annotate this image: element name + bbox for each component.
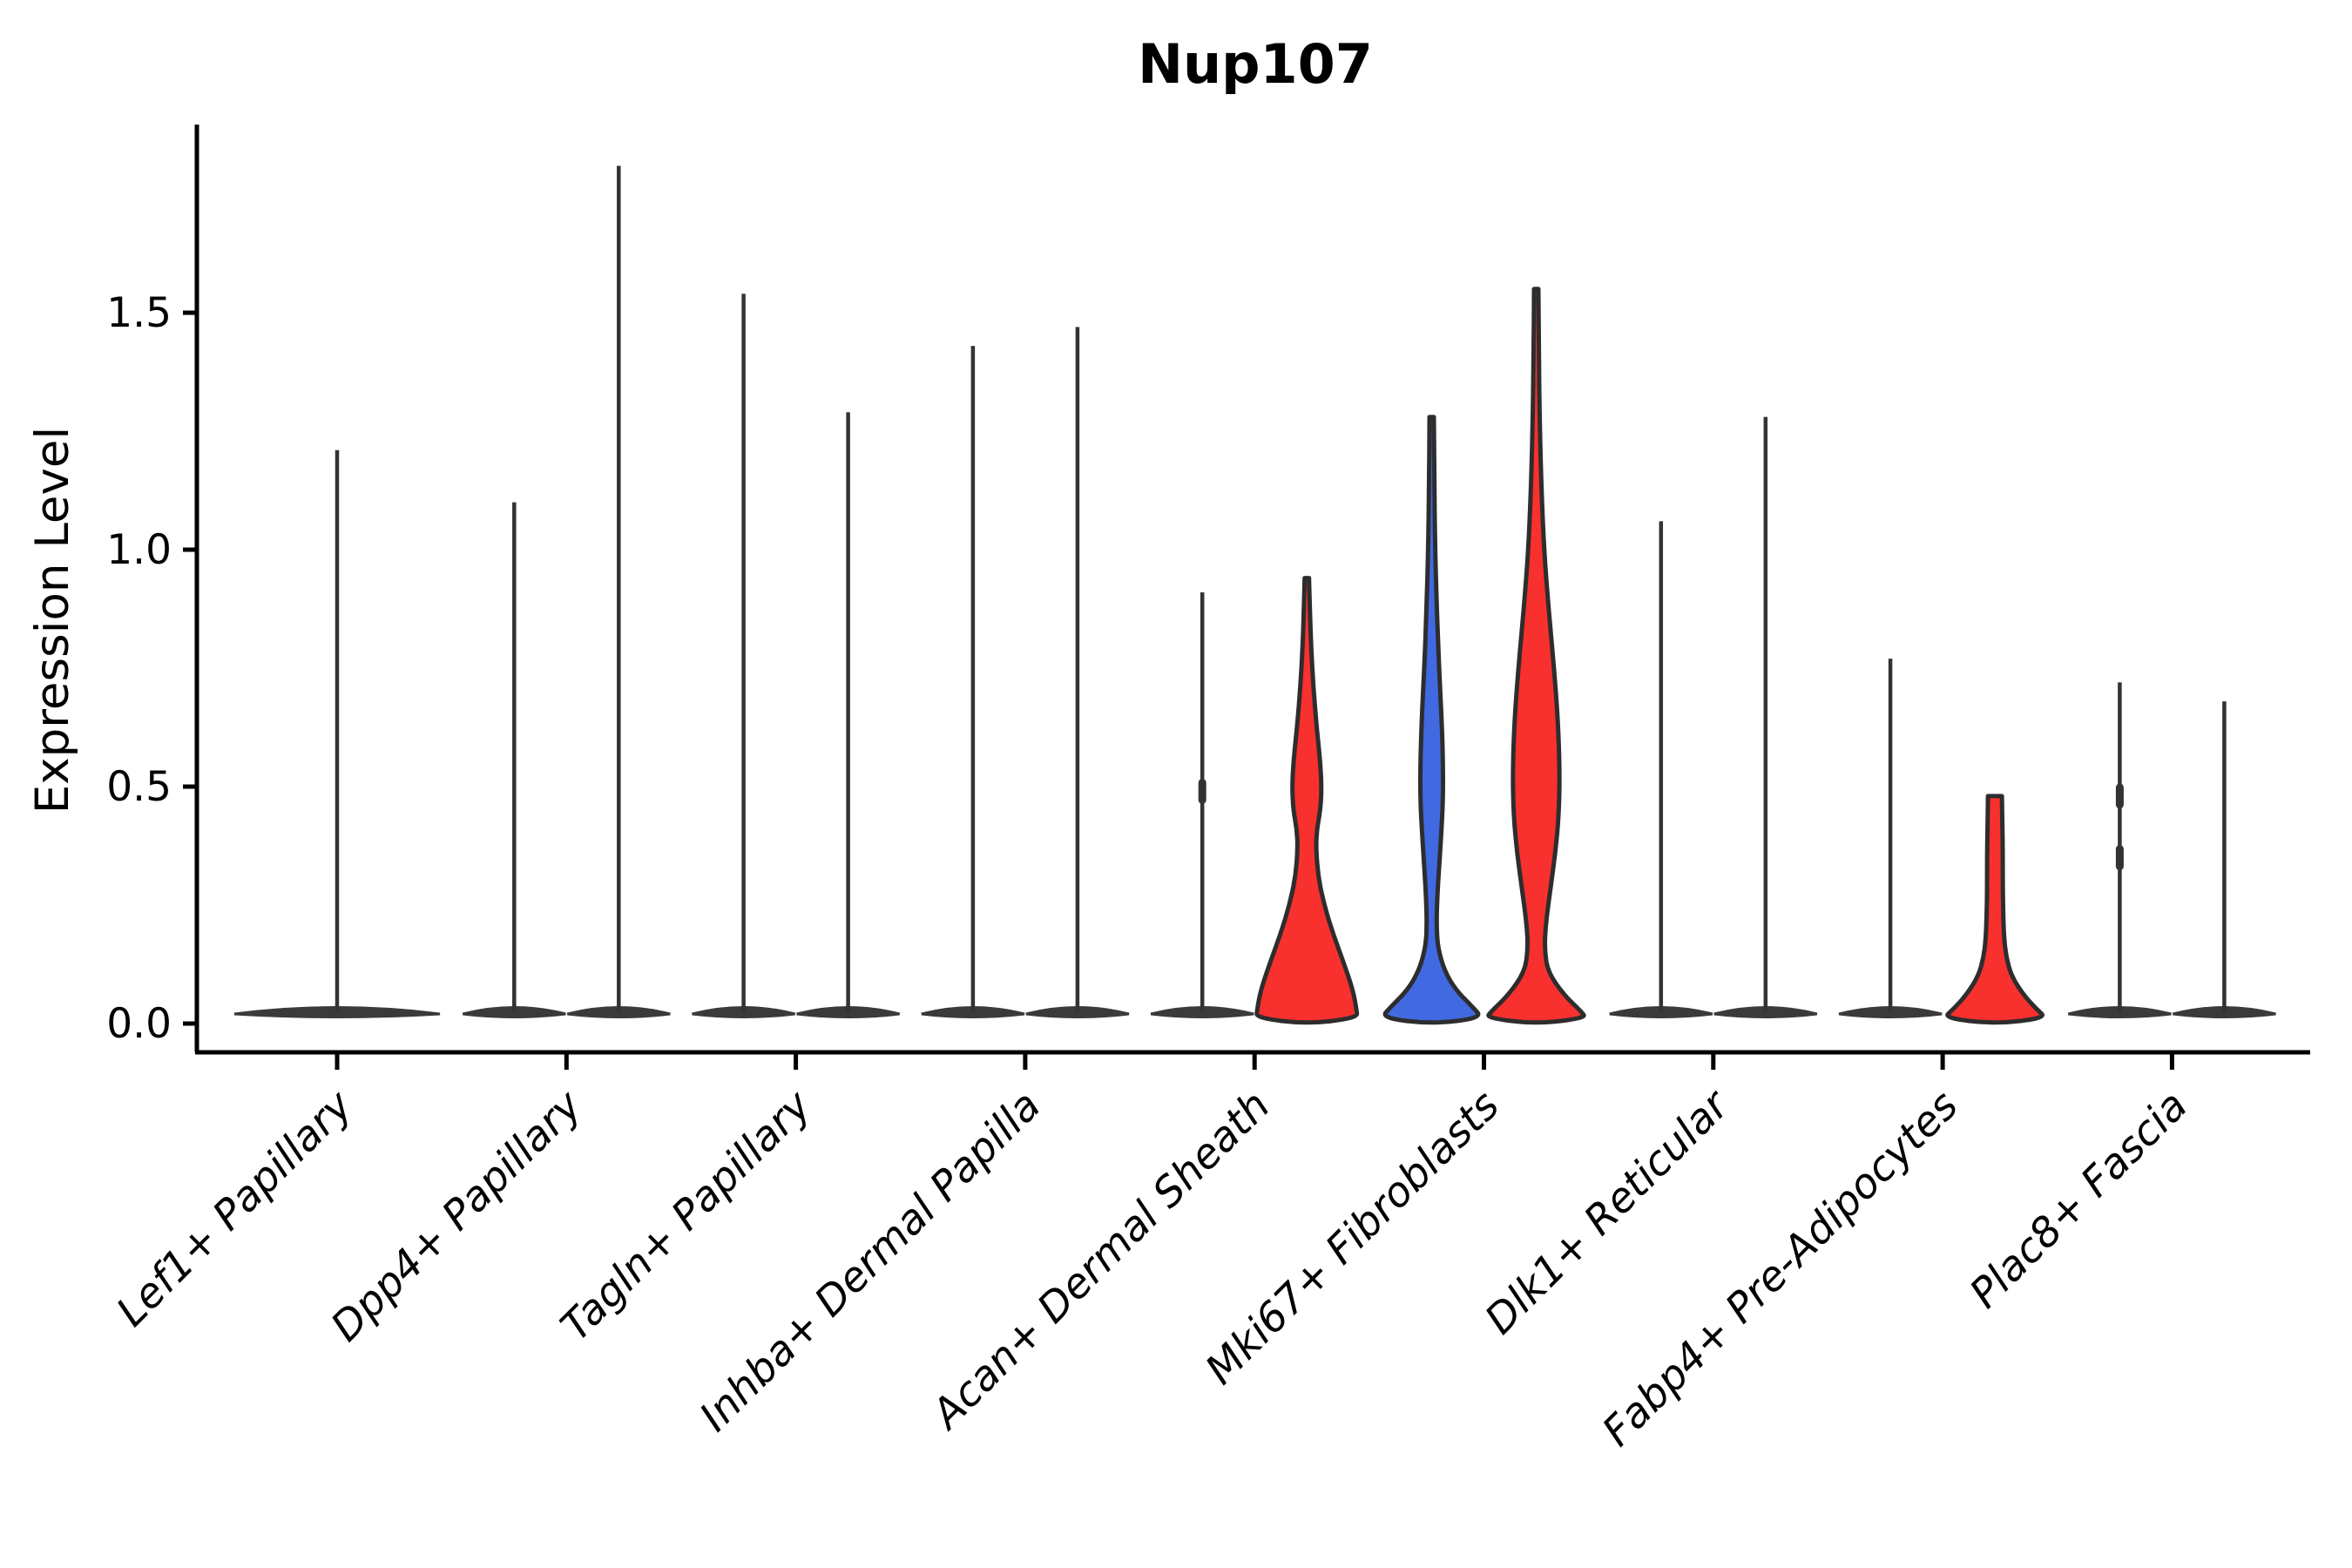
violin-base bbox=[1838, 1006, 1943, 1018]
violin-layer bbox=[233, 166, 2276, 1025]
x-tick-label: Tagln+ Papillary bbox=[551, 1081, 821, 1351]
violin-body bbox=[1254, 576, 1360, 1025]
violin-base bbox=[1150, 1006, 1254, 1018]
violin-base bbox=[2068, 1006, 2172, 1018]
violin-base bbox=[2173, 1006, 2276, 1018]
violin-base bbox=[1025, 1006, 1130, 1018]
violin-body bbox=[1382, 415, 1481, 1025]
axes: 0.0 0.5 1.0 1.5 bbox=[106, 125, 2310, 1070]
violin-base bbox=[921, 1006, 1025, 1018]
y-tick-label: 0.0 bbox=[106, 1000, 172, 1048]
violin-base bbox=[796, 1006, 900, 1018]
y-tick-label: 1.0 bbox=[106, 526, 172, 574]
violin-base bbox=[462, 1006, 566, 1018]
violin-body bbox=[1486, 287, 1586, 1025]
y-axis-label: Expression Level bbox=[26, 427, 79, 814]
x-tick-label: Dlk1+ Reticular bbox=[1476, 1080, 1740, 1344]
violin-base bbox=[1609, 1006, 1713, 1018]
violin-body bbox=[1945, 794, 2044, 1025]
violin-base bbox=[566, 1006, 671, 1018]
y-tick-label: 0.5 bbox=[106, 763, 172, 811]
violin-base bbox=[1713, 1006, 1818, 1018]
x-tick-label: Dpp4+ Papillary bbox=[322, 1081, 592, 1351]
chart-title: Nup107 bbox=[1138, 32, 1373, 96]
violin-base bbox=[692, 1006, 795, 1018]
x-tick-label: Lef1+ Papillary bbox=[107, 1081, 362, 1336]
y-tick-label: 1.5 bbox=[106, 289, 172, 337]
x-tick-label: Plac8+ Fascia bbox=[1961, 1082, 2197, 1318]
